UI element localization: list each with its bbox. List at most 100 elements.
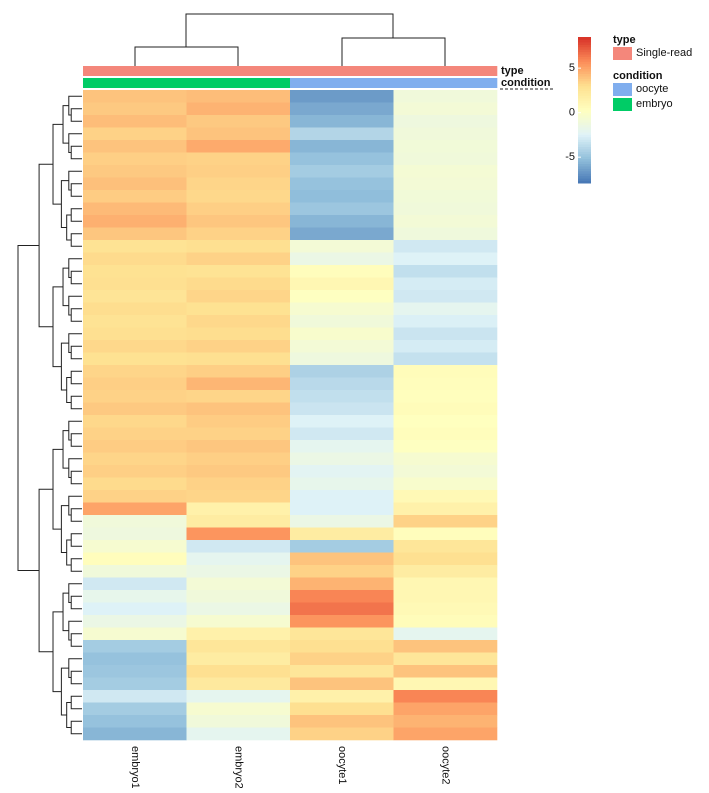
- heatmap-cell: [290, 165, 394, 178]
- heatmap-cell: [83, 290, 187, 303]
- colorbar-segment: [578, 110, 591, 113]
- heatmap-cell: [393, 465, 498, 478]
- heatmap-cell: [83, 240, 187, 253]
- legend-title: type: [613, 34, 636, 46]
- colorbar-segment: [578, 141, 591, 145]
- annotation-cell: [83, 78, 187, 88]
- heatmap-cell: [83, 615, 187, 628]
- heatmap-cell: [290, 440, 394, 453]
- heatmap-cell: [393, 265, 498, 278]
- heatmap-cell: [290, 90, 394, 103]
- heatmap-cell: [186, 165, 291, 178]
- colorbar-segment: [578, 144, 591, 147]
- heatmap-cell: [186, 102, 291, 116]
- heatmap-cell: [393, 515, 498, 528]
- heatmap-cell: [186, 515, 291, 528]
- heatmap-cell: [393, 90, 498, 103]
- heatmap-cell: [83, 665, 187, 678]
- heatmap-cell: [186, 115, 291, 128]
- heatmap-cell: [83, 502, 187, 516]
- dendrogram-branch: [60, 505, 69, 553]
- heatmap-cell: [186, 177, 291, 191]
- colorbar-segment: [578, 114, 591, 118]
- heatmap-cell: [393, 340, 498, 353]
- heatmap-cell: [290, 327, 394, 341]
- colorbar-segment: [578, 85, 591, 89]
- colorbar-segment: [578, 165, 591, 169]
- heatmap-cell: [393, 615, 498, 628]
- heatmap-cell: [83, 352, 187, 366]
- heatmap-cell: [290, 202, 394, 216]
- heatmap-cell: [83, 265, 187, 278]
- heatmap-cell: [290, 665, 394, 678]
- dendrogram-branch: [70, 633, 82, 647]
- heatmap-cell: [290, 340, 394, 353]
- heatmap-cell: [83, 552, 187, 566]
- heatmap-cell: [290, 465, 394, 478]
- heatmap-cell: [186, 290, 291, 303]
- annotation-cell: [186, 78, 291, 88]
- legend-label: embryo: [636, 98, 673, 110]
- heatmap-cell: [186, 440, 291, 453]
- heatmap-cell: [186, 452, 291, 466]
- colorbar-tick-label: 0: [569, 107, 575, 119]
- heatmap-cell: [393, 115, 498, 128]
- dendrogram-branch: [70, 308, 82, 322]
- heatmap-cell: [186, 152, 291, 166]
- heatmap-cell: [290, 552, 394, 566]
- heatmap-cell: [83, 727, 187, 741]
- legend-label: Single-read: [636, 47, 692, 59]
- heatmap-cell: [186, 602, 291, 616]
- heatmap-cell: [290, 390, 394, 403]
- heatmap-cell: [186, 265, 291, 278]
- heatmap-cell: [290, 115, 394, 128]
- heatmap-cell: [393, 502, 498, 516]
- heatmap-cell: [393, 190, 498, 203]
- heatmap-cell: [290, 690, 394, 703]
- heatmap-cell: [393, 140, 498, 153]
- heatmap-cell: [290, 377, 394, 391]
- dendrogram-branch: [70, 433, 82, 447]
- heatmap-cell: [290, 527, 394, 541]
- column-label: oocyte2: [439, 746, 451, 785]
- heatmap-cell: [83, 165, 187, 178]
- heatmap-cell: [83, 277, 187, 291]
- heatmap-cell: [290, 290, 394, 303]
- legend-swatch: [613, 98, 632, 111]
- heatmap-cell: [83, 640, 187, 653]
- heatmap-cell: [83, 402, 187, 416]
- heatmap-cell: [83, 627, 187, 641]
- dendrogram-branch: [70, 670, 82, 685]
- heatmap-cell: [83, 302, 187, 316]
- heatmap-cell: [290, 252, 394, 266]
- heatmap-cell: [83, 327, 187, 341]
- row-dendrogram: [17, 95, 82, 735]
- heatmap-cell: [393, 315, 498, 328]
- colorbar-segment: [578, 39, 591, 43]
- heatmap-cell: [83, 177, 187, 191]
- heatmap-cell: [290, 127, 394, 141]
- heatmap-cell: [290, 615, 394, 628]
- heatmap-cell: [290, 227, 394, 241]
- dendrogram-branch: [70, 533, 82, 547]
- heatmap-cell: [186, 127, 291, 141]
- colorbar-segment: [578, 153, 591, 157]
- annotation-cell: [393, 78, 498, 88]
- heatmap-cell: [186, 427, 291, 441]
- heatmap-cell: [393, 552, 498, 566]
- heatmap-cell: [393, 690, 498, 703]
- heatmap-cell: [83, 702, 187, 716]
- heatmap-cell: [186, 502, 291, 516]
- colorbar-segment: [578, 173, 591, 177]
- dendrogram-branch: [62, 430, 69, 469]
- heatmap-cell: [186, 340, 291, 353]
- heatmap-cell: [83, 465, 187, 478]
- dendrogram-branch: [62, 267, 69, 307]
- heatmap-cell: [393, 602, 498, 616]
- heatmap-cell: [290, 652, 394, 666]
- legend-swatch: [613, 83, 632, 96]
- heatmap-cell: [393, 277, 498, 291]
- colorbar-segment: [578, 180, 591, 184]
- heatmap-cell: [393, 427, 498, 441]
